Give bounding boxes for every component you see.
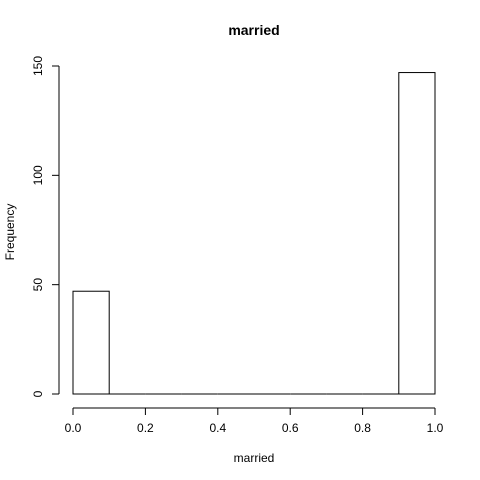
y-axis: 0 50 100 150 [31, 56, 60, 397]
histogram-bar-0 [72, 290, 110, 395]
histogram-bars [72, 72, 436, 395]
y-tick-label-3: 150 [31, 56, 45, 76]
x-tick-label-3: 0.6 [282, 421, 299, 435]
x-tick-label-1: 0.2 [137, 421, 154, 435]
x-axis-label: married [234, 451, 275, 465]
y-axis-label: Frequency [3, 204, 17, 261]
x-axis: 0.0 0.2 0.4 0.6 0.8 1.0 [65, 407, 444, 435]
x-tick-label-2: 0.4 [209, 421, 226, 435]
x-tick-label-4: 0.8 [354, 421, 371, 435]
x-tick-label-0: 0.0 [65, 421, 82, 435]
x-tick-label-5: 1.0 [427, 421, 444, 435]
y-tick-label-2: 100 [31, 165, 45, 185]
histogram-bar-9 [398, 72, 436, 395]
y-tick-label-0: 0 [31, 390, 45, 397]
y-tick-label-1: 50 [31, 278, 45, 292]
chart-title: married [228, 22, 279, 38]
